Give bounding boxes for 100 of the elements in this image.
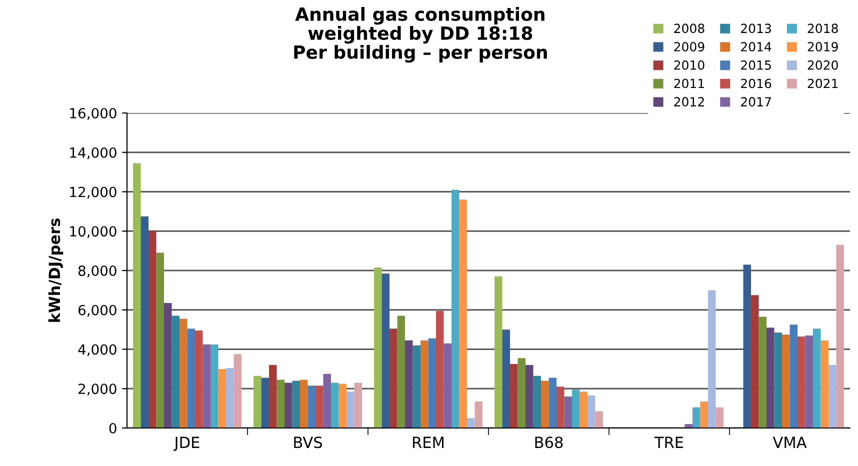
bar (436, 310, 444, 428)
y-axis-title: kWh/DJ/pers (48, 218, 64, 322)
bar (494, 276, 502, 428)
legend-label: 2008 (674, 24, 704, 34)
bar (805, 335, 813, 428)
y-tick-label: 8,000 (78, 265, 116, 278)
bar (587, 396, 596, 428)
bar (836, 244, 844, 428)
x-tick-label: BVS (294, 436, 322, 448)
bar (323, 374, 331, 428)
bar (308, 386, 316, 428)
bar (374, 268, 382, 428)
bar (390, 328, 398, 428)
bar (820, 340, 828, 428)
bar (338, 384, 346, 428)
y-tick-label: 4,000 (78, 344, 116, 356)
bar (276, 380, 285, 428)
y-tick-label: 16,000 (70, 108, 116, 120)
bar (330, 382, 339, 428)
legend-label: 2019 (808, 42, 838, 52)
legend-label: 2021 (808, 78, 838, 88)
x-tick-label: REM (413, 436, 444, 448)
bar (420, 340, 428, 428)
bar (782, 334, 790, 428)
bar (580, 392, 588, 428)
bar (556, 386, 564, 428)
bar (564, 396, 572, 428)
bar (692, 407, 700, 428)
bar (226, 368, 234, 428)
bar (533, 376, 542, 428)
bar (510, 364, 518, 428)
bar (187, 328, 195, 428)
bar (354, 382, 362, 428)
x-tick-label: TRE (654, 436, 684, 448)
bar (595, 411, 603, 428)
bar (548, 378, 556, 428)
bar (218, 368, 226, 428)
bar (140, 216, 149, 428)
bar (444, 343, 452, 428)
bar (828, 365, 836, 428)
legend-label: 2010 (674, 60, 704, 70)
bar (766, 328, 774, 428)
bar (300, 380, 308, 428)
legend-label: 2015 (741, 60, 771, 70)
y-tick-label: 14,000 (70, 147, 116, 160)
bar (716, 407, 724, 428)
bar (164, 302, 172, 428)
legend-label: 2016 (741, 78, 772, 88)
bar (700, 401, 708, 428)
bar (502, 330, 510, 428)
legend-label: 2011 (674, 78, 704, 88)
x-tick-label: JDE (174, 436, 200, 451)
bar (210, 344, 218, 428)
bar (758, 316, 767, 428)
bar (180, 318, 188, 428)
bar (466, 418, 475, 428)
bar (148, 231, 156, 428)
legend-label: 2009 (674, 42, 704, 52)
bar (451, 190, 460, 428)
bar (541, 380, 549, 428)
bar (397, 316, 406, 428)
legend-label: 2018 (808, 24, 838, 34)
bar (194, 330, 203, 428)
bar (526, 365, 534, 428)
bar (684, 424, 692, 428)
bar (518, 358, 526, 428)
y-tick-label: 12,000 (70, 186, 116, 199)
bar (172, 316, 180, 428)
bar (572, 390, 580, 428)
y-tick-label: 6,000 (78, 304, 116, 317)
bar (284, 382, 292, 428)
bar (812, 328, 821, 428)
bar (261, 378, 270, 428)
bar (412, 345, 421, 428)
bar (254, 376, 262, 428)
legend-label: 2012 (674, 97, 704, 107)
bar (234, 354, 242, 428)
bar (774, 332, 782, 428)
bar (133, 163, 141, 428)
bar (202, 344, 210, 428)
x-tick-label: B68 (535, 436, 563, 448)
legend-label: 2014 (741, 42, 772, 52)
bar (156, 252, 164, 428)
bar (708, 290, 716, 428)
legend-label: 2017 (741, 97, 771, 107)
bar (405, 340, 413, 428)
y-tick-label: 10,000 (70, 226, 116, 238)
y-tick-label: 2,000 (78, 384, 116, 396)
bar (292, 380, 300, 428)
bar (743, 264, 752, 428)
bar (346, 392, 354, 428)
bar (474, 401, 482, 428)
legend-label: 2020 (808, 60, 838, 70)
bar (459, 200, 467, 428)
bar (751, 295, 759, 428)
bar (428, 338, 436, 428)
chart-title: Annual gas consumption weighted by DD 18:18 Per building – per person (294, 6, 547, 63)
legend-label: 2013 (741, 24, 771, 34)
bar (315, 386, 324, 428)
bar (269, 365, 277, 428)
